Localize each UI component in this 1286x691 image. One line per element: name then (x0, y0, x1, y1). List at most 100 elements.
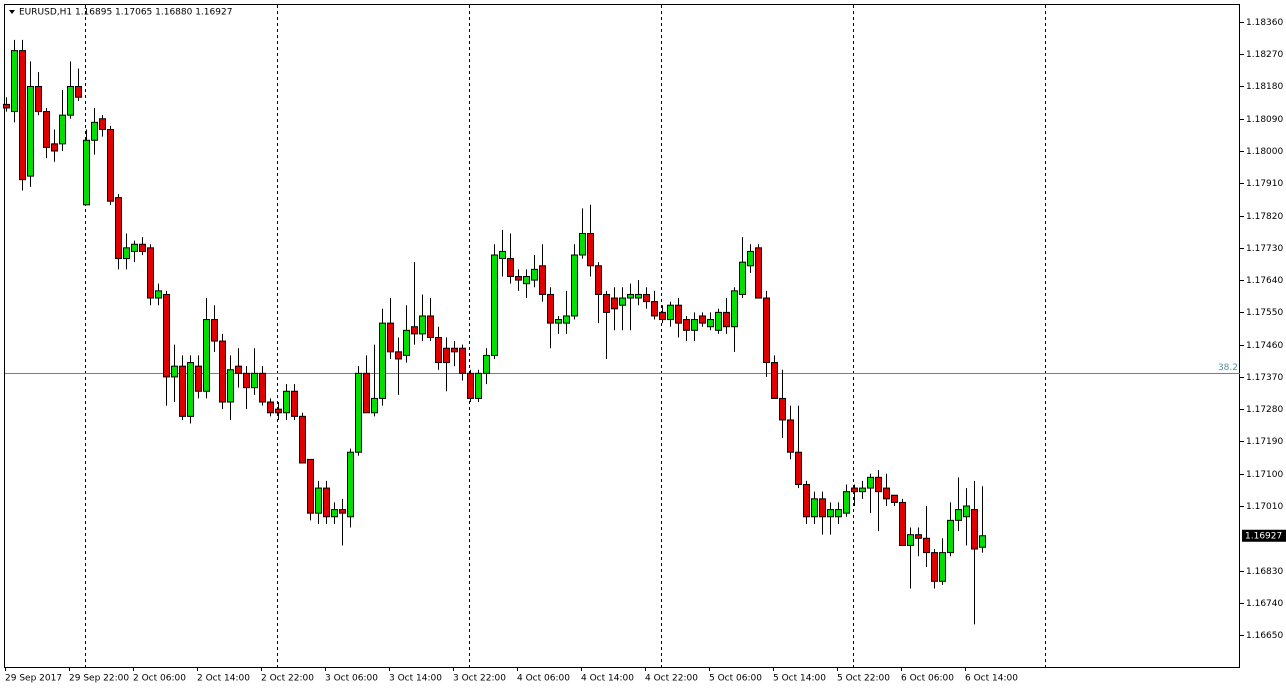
candle-body (475, 372, 482, 399)
candle-body (203, 319, 210, 392)
x-tick-label: 2 Oct 14:00 (197, 674, 250, 684)
x-tick-label: 3 Oct 06:00 (325, 674, 378, 684)
candle-body (683, 319, 690, 331)
candle-body (531, 268, 538, 281)
candle-body (411, 326, 418, 335)
candle-body (267, 401, 274, 414)
y-tick-label: 1.18270 (1246, 50, 1283, 60)
candle-body (371, 397, 378, 414)
candle-body (771, 362, 778, 399)
x-tick-label: 4 Oct 14:00 (581, 674, 634, 684)
candle-body (355, 372, 362, 453)
candle-body (539, 265, 546, 295)
candle-body (571, 254, 578, 317)
candle-body (835, 509, 842, 518)
candle-body (483, 354, 490, 374)
y-tick-label: 1.17190 (1246, 437, 1283, 447)
candle-body (979, 535, 986, 548)
candle-body (235, 365, 242, 374)
candle-body (819, 498, 826, 518)
candle-body (499, 250, 506, 260)
candle-body (275, 408, 282, 414)
candle-body (435, 336, 442, 364)
candle-body (467, 372, 474, 399)
candle-body (283, 390, 290, 414)
candle-body (523, 276, 530, 285)
candle-body (827, 509, 834, 518)
candle-body (547, 293, 554, 324)
candle-body (187, 362, 194, 417)
x-tick-label: 3 Oct 14:00 (389, 674, 442, 684)
candle-body (555, 319, 562, 324)
candle-body (939, 552, 946, 582)
price-label-box (1242, 529, 1286, 542)
candle-body (331, 509, 338, 518)
candle-body (99, 118, 106, 131)
candle-body (363, 372, 370, 414)
x-tick-label: 3 Oct 22:00 (453, 674, 506, 684)
candle-body (931, 552, 938, 582)
candle-body (259, 372, 266, 403)
candle-body (627, 293, 634, 299)
candle-body (155, 290, 162, 299)
y-tick-label: 1.17640 (1246, 276, 1283, 286)
candle-body (963, 505, 970, 518)
candle-body (107, 129, 114, 202)
y-tick-label: 1.17730 (1246, 244, 1283, 254)
candle-body (651, 301, 658, 317)
candle-body (347, 451, 354, 518)
candle-body (947, 519, 954, 554)
candle-body (83, 139, 90, 206)
candle-body (51, 143, 58, 152)
candle-body (915, 534, 922, 539)
candle-body (219, 340, 226, 403)
candle-body (803, 483, 810, 518)
candle-body (787, 419, 794, 453)
candle-body (971, 509, 978, 550)
candle-body (147, 247, 154, 299)
candle-body (131, 243, 138, 252)
candle-body (179, 365, 186, 417)
candle-body (75, 85, 82, 98)
chart-title: EURUSD,H1 1.16895 1.17065 1.16880 1.1692… (19, 8, 232, 18)
x-tick-label: 4 Oct 06:00 (517, 674, 570, 684)
candle-body (515, 276, 522, 281)
y-tick-label: 1.16830 (1246, 567, 1283, 577)
candle-body (811, 498, 818, 518)
candle-body (451, 347, 458, 353)
candle-body (27, 85, 34, 177)
candle-body (43, 111, 50, 148)
candle-body (387, 322, 394, 353)
candle-body (723, 311, 730, 328)
candle-body (115, 197, 122, 260)
candle-body (419, 315, 426, 335)
candle-body (635, 293, 642, 299)
candle-body (195, 365, 202, 392)
candle-body (715, 311, 722, 331)
y-tick-label: 1.16740 (1246, 599, 1283, 609)
x-tick-label: 6 Oct 14:00 (965, 674, 1018, 684)
candle-body (595, 265, 602, 295)
candle-body (763, 297, 770, 364)
candle-body (891, 494, 898, 503)
candle-body (427, 315, 434, 338)
candle-body (3, 103, 10, 109)
y-tick-label: 1.17370 (1246, 373, 1283, 383)
plot-border (4, 4, 1240, 668)
candle-body (739, 261, 746, 295)
candle-body (579, 232, 586, 256)
candle-body (611, 297, 618, 310)
x-tick-label: 2 Oct 22:00 (261, 674, 314, 684)
candle-body (603, 293, 610, 313)
candle-body (779, 397, 786, 421)
candle-body (395, 351, 402, 360)
candle-body (851, 487, 858, 493)
candle-body (379, 322, 386, 399)
y-tick-label: 1.18000 (1246, 147, 1283, 157)
candle-body (19, 50, 26, 181)
candle-body (59, 114, 66, 145)
candle-body (507, 258, 514, 278)
x-tick-label: 5 Oct 06:00 (709, 674, 762, 684)
